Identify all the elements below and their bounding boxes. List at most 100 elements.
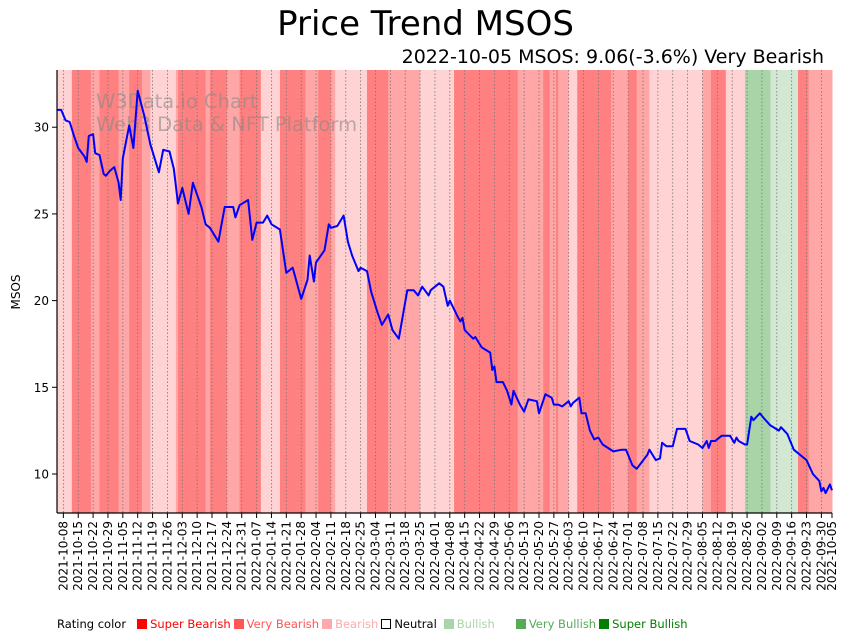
legend-item-bearish: Bearish — [322, 617, 378, 631]
rating-band-bearish — [388, 70, 406, 513]
x-tick-label: 2022-09-23 — [800, 521, 814, 591]
rating-band-bearish — [808, 70, 833, 513]
rating-band-very-bullish — [744, 70, 771, 513]
watermark-text: Web3 Data & NFT Platform — [96, 113, 357, 136]
rating-band-light — [260, 70, 281, 513]
axes: 2021-10-08 2021-10-15 2021-10-22 2021-10-29… — [34, 70, 839, 591]
y-tick-label: 30 — [34, 121, 49, 135]
rating-band-very-bearish — [454, 70, 519, 513]
legend-swatch — [322, 619, 333, 629]
x-tick-label: 2021-10-29 — [101, 521, 115, 591]
rating-band-very-bearish — [318, 70, 332, 513]
x-tick-label: 2022-08-26 — [740, 521, 754, 591]
rating-band-bearish — [517, 70, 529, 513]
vertical-gridlines — [62, 70, 822, 513]
chart-title: Price Trend MSOS — [277, 4, 574, 44]
legend-label: Very Bullish — [528, 617, 597, 631]
y-tick-label: 25 — [34, 207, 49, 221]
x-tick-label: 2022-01-21 — [279, 521, 293, 591]
x-tick-label: 2021-11-05 — [116, 521, 130, 591]
y-tick-label: 10 — [34, 467, 49, 481]
price-series — [56, 89, 833, 495]
x-tick-label: 2021-11-12 — [131, 521, 145, 591]
legend-label: Super Bearish — [150, 617, 231, 631]
x-tick-label: 2022-07-01 — [621, 521, 635, 591]
rating-band-light — [335, 70, 368, 513]
y-axis-label: MSOS — [9, 274, 23, 309]
x-tick-label: 2022-09-09 — [770, 521, 784, 591]
legend-swatch — [137, 619, 148, 629]
rating-band-light — [568, 70, 578, 513]
legend-swatch — [381, 619, 392, 629]
watermark-text: W3Data.io Chart — [96, 90, 258, 113]
rating-band-light — [57, 70, 73, 513]
legend-item-neutral: Neutral — [381, 617, 437, 631]
legend-label: Very Bearish — [246, 617, 320, 631]
legend-label: Super Bullish — [612, 617, 688, 631]
x-tick-label: 2021-12-24 — [220, 521, 234, 591]
x-tick-label: 2022-07-08 — [636, 521, 650, 591]
x-tick-label: 2022-01-14 — [264, 521, 278, 591]
x-tick-label: 2021-11-19 — [146, 521, 160, 591]
rating-band-light — [725, 70, 746, 513]
x-tick-label: 2022-04-01 — [428, 521, 442, 591]
x-tick-label: 2022-01-28 — [294, 521, 308, 591]
y-tick-label: 20 — [34, 294, 49, 308]
rating-band-bearish — [175, 70, 179, 513]
x-tick-label: 2021-10-22 — [86, 521, 100, 591]
x-tick-label: 2022-06-17 — [591, 521, 605, 591]
x-tick-label: 2022-10-05 — [825, 521, 839, 591]
x-tick-label: 2022-02-18 — [339, 521, 353, 591]
rating-band-bullish — [770, 70, 799, 513]
x-tick-label: 2022-03-18 — [398, 521, 412, 591]
rating-band-very-bearish — [71, 70, 92, 513]
legend-item-very-bearish: Very Bearish — [233, 617, 320, 631]
x-tick-label: 2022-09-30 — [814, 521, 828, 591]
rating-band-bearish — [330, 70, 336, 513]
x-tick-label: 2022-07-22 — [666, 521, 680, 591]
rating-legend: Rating color Super Bearish Very Bearish Be… — [57, 617, 691, 631]
rating-band-light — [150, 70, 177, 513]
x-tick-label: 2022-04-15 — [458, 521, 472, 591]
x-tick-label: 2022-03-11 — [383, 521, 397, 591]
x-tick-label: 2021-12-03 — [175, 521, 189, 591]
rating-band-bearish — [558, 70, 570, 513]
rating-band-bearish — [226, 70, 241, 513]
x-tick-label: 2022-08-19 — [725, 521, 739, 591]
x-tick-label: 2022-02-11 — [324, 521, 338, 591]
rating-band-very-bearish — [129, 70, 143, 513]
rating-band-light — [420, 70, 438, 513]
y-tick-label: 15 — [34, 381, 49, 395]
x-tick-label: 2022-03-25 — [413, 521, 427, 591]
legend-swatch — [443, 619, 454, 629]
x-tick-label: 2022-07-15 — [651, 521, 665, 591]
rating-band-very-bearish — [99, 70, 120, 513]
rating-band-bearish — [549, 70, 557, 513]
x-tick-label: 2022-02-04 — [309, 521, 323, 591]
x-tick-label: 2022-05-20 — [532, 521, 546, 591]
rating-band-bearish — [141, 70, 151, 513]
x-tick-label: 2021-10-15 — [71, 521, 85, 591]
chart-subtitle: 2022-10-05 MSOS: 9.06(-3.6%) Very Bearis… — [401, 46, 824, 68]
x-tick-label: 2022-01-07 — [250, 521, 264, 591]
x-tick-label: 2022-02-25 — [354, 521, 368, 591]
legend-swatch — [515, 619, 526, 629]
x-tick-label: 2022-09-02 — [755, 521, 769, 591]
x-tick-label: 2022-06-24 — [606, 521, 620, 591]
x-tick-label: 2022-05-06 — [502, 521, 516, 591]
x-tick-label: 2021-12-17 — [205, 521, 219, 591]
rating-band-bearish — [611, 70, 629, 513]
x-tick-label: 2022-04-08 — [443, 521, 457, 591]
rating-band-very-bearish — [367, 70, 389, 513]
legend-item-very-bullish: Very Bullish — [515, 617, 597, 631]
x-tick-label: 2021-11-26 — [160, 521, 174, 591]
x-tick-label: 2022-05-13 — [517, 521, 531, 591]
legend-label: Neutral — [394, 617, 437, 631]
rating-band-very-bearish — [555, 70, 559, 513]
rating-band-very-bearish — [710, 70, 727, 513]
rating-band-light — [649, 70, 703, 513]
legend-label: Bearish — [335, 617, 379, 631]
x-tick-label: 2022-08-05 — [695, 521, 709, 591]
legend-item-bullish: Bullish — [443, 617, 495, 631]
